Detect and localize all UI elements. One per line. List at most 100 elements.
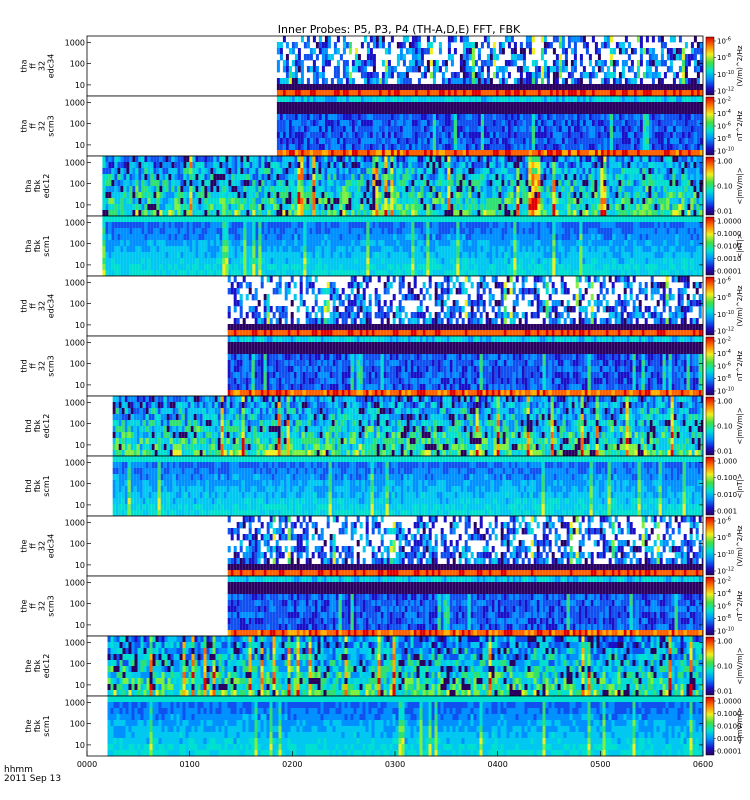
spectrogram-cell xyxy=(324,198,327,204)
spectrogram-cell xyxy=(403,138,406,144)
spectrogram-cell xyxy=(535,120,538,126)
spectrogram-cell xyxy=(378,198,381,204)
spectrogram-cell xyxy=(508,132,511,138)
spectrogram-cell xyxy=(153,234,156,240)
spectrogram-cell xyxy=(357,192,360,198)
spectrogram-cell xyxy=(150,252,153,258)
spectrogram-cell xyxy=(135,270,138,276)
spectrogram-cell xyxy=(321,180,324,186)
spectrogram-cell xyxy=(597,192,600,198)
spectrogram-cell xyxy=(631,132,634,138)
spectrogram-cell xyxy=(598,60,601,66)
spectrogram-cell xyxy=(366,204,369,210)
spectrogram-cell xyxy=(360,210,363,216)
spectrogram-cell xyxy=(177,198,180,204)
spectrogram-cell xyxy=(292,72,295,78)
spectrogram-cell xyxy=(283,120,286,126)
spectrogram-cell xyxy=(487,36,490,42)
spectrogram-cell xyxy=(315,192,318,198)
spectrogram-cell xyxy=(408,168,411,174)
spectrogram-cell xyxy=(324,174,327,180)
spectrogram-cell xyxy=(535,150,538,156)
spectrogram-cell xyxy=(541,84,544,90)
spectrogram-cell xyxy=(547,66,550,72)
spectrogram-cell xyxy=(534,156,537,162)
spectrogram-cell xyxy=(345,198,348,204)
spectrogram-cell xyxy=(684,174,687,180)
spectrogram-cell xyxy=(436,102,439,108)
spectrogram-cell xyxy=(390,174,393,180)
spectrogram-cell xyxy=(520,132,523,138)
spectrogram-cell xyxy=(496,72,499,78)
spectrogram-cell xyxy=(487,78,490,84)
spectrogram-cell xyxy=(565,90,568,96)
spectrogram-cell xyxy=(114,246,117,252)
spectrogram-cell xyxy=(450,198,453,204)
spectrogram-cell xyxy=(334,96,337,102)
spectrogram-cell xyxy=(358,132,361,138)
spectrogram-cell xyxy=(111,168,114,174)
spectrogram-cell xyxy=(601,66,604,72)
spectrogram-cell xyxy=(219,264,222,270)
spectrogram-cell xyxy=(660,210,663,216)
spectrogram-cell xyxy=(534,210,537,216)
spectrogram-cell xyxy=(528,156,531,162)
spectrogram-cell xyxy=(297,204,300,210)
spectrogram-cell xyxy=(613,114,616,120)
spectrogram-cell xyxy=(385,132,388,138)
spectrogram-cell xyxy=(213,198,216,204)
spectrogram-cell xyxy=(384,162,387,168)
spectrogram-cell xyxy=(372,174,375,180)
spectrogram-cell xyxy=(601,114,604,120)
spectrogram-cell xyxy=(628,102,631,108)
spectrogram-cell xyxy=(423,180,426,186)
spectrogram-cell xyxy=(477,192,480,198)
spectrogram-cell xyxy=(651,186,654,192)
spectrogram-cell xyxy=(138,246,141,252)
spectrogram-cell xyxy=(559,132,562,138)
spectrogram-cell xyxy=(574,54,577,60)
spectrogram-cell xyxy=(177,156,180,162)
spectrogram-cell xyxy=(568,138,571,144)
y-tick-label: 10 xyxy=(75,141,85,150)
spectrogram-cell xyxy=(273,180,276,186)
spectrogram-cell xyxy=(186,216,189,222)
spectrogram-cell xyxy=(343,102,346,108)
spectrogram-cell xyxy=(186,264,189,270)
spectrogram-cell xyxy=(337,150,340,156)
spectrogram-cell xyxy=(216,174,219,180)
spectrogram-cell xyxy=(457,144,460,150)
spectrogram-cell xyxy=(144,186,147,192)
spectrogram-cell xyxy=(574,144,577,150)
spectrogram-cell xyxy=(150,198,153,204)
spectrogram-cell xyxy=(270,204,273,210)
spectrogram-cell xyxy=(679,144,682,150)
spectrogram-cell xyxy=(283,60,286,66)
spectrogram-cell xyxy=(283,138,286,144)
spectrogram-cell xyxy=(375,192,378,198)
spectrogram-cell xyxy=(613,78,616,84)
spectrogram-cell xyxy=(682,126,685,132)
spectrogram-cell xyxy=(192,216,195,222)
spectrogram-cell xyxy=(544,48,547,54)
spectrogram-cell xyxy=(540,204,543,210)
spectrogram-cell xyxy=(541,48,544,54)
spectrogram-cell xyxy=(598,54,601,60)
spectrogram-cell xyxy=(391,114,394,120)
spectrogram-cell xyxy=(457,108,460,114)
spectrogram-cell xyxy=(634,120,637,126)
spectrogram-cell xyxy=(354,210,357,216)
spectrogram-cell xyxy=(379,126,382,132)
spectrogram-cell xyxy=(117,168,120,174)
spectrogram-cell xyxy=(237,222,240,228)
spectrogram-cell xyxy=(267,180,270,186)
spectrogram-cell xyxy=(448,150,451,156)
spectrogram-cell xyxy=(114,270,117,276)
spectrogram-cell xyxy=(591,192,594,198)
spectrogram-cell xyxy=(513,186,516,192)
spectrogram-cell xyxy=(615,162,618,168)
spectrogram-cell xyxy=(673,108,676,114)
spectrogram-cell xyxy=(610,132,613,138)
spectrogram-cell xyxy=(645,174,648,180)
spectrogram-cell xyxy=(159,180,162,186)
